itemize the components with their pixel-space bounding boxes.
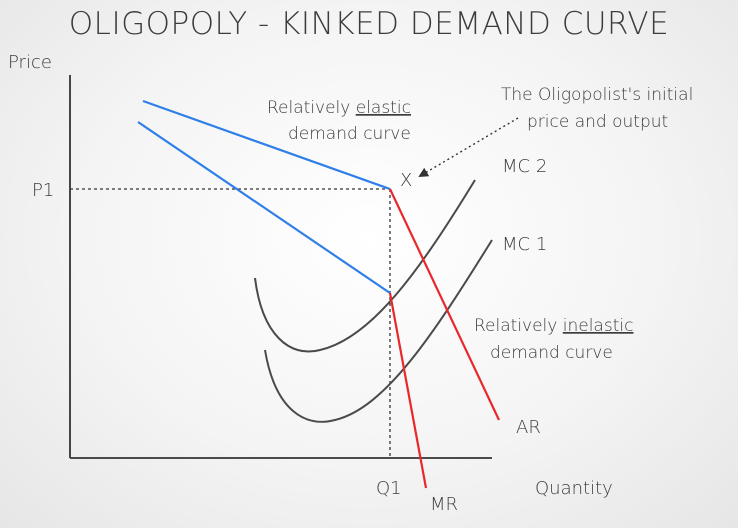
page-title: OLIGOPOLY - KINKED DEMAND CURVE (69, 6, 669, 42)
y-axis-label: Price (8, 52, 52, 73)
initial-point-arrow (418, 117, 519, 177)
kink-marker: X (400, 170, 412, 191)
mr-label: MR (430, 494, 458, 515)
mc2-curve (254, 179, 476, 353)
price-tick-p1: P1 (32, 180, 54, 201)
inelastic-demand-label-line2: demand curve (490, 343, 613, 363)
elastic-demand-label: Relatively elastic (267, 98, 411, 118)
x-axis-label: Quantity (535, 478, 613, 499)
quantity-tick-q1: Q1 (376, 478, 402, 499)
initial-price-output-label-line2: price and output (527, 112, 668, 132)
inelastic-ar-segment (389, 188, 500, 421)
initial-price-output-label: The Oligopolist's initial (501, 85, 693, 105)
mc1-label: MC 1 (502, 234, 547, 255)
inelastic-demand-label: Relatively inelastic (474, 316, 633, 336)
mc2-label: MC 2 (502, 156, 547, 177)
elastic-demand-label-line2: demand curve (288, 124, 411, 144)
inelastic-mr-segment (388, 292, 428, 489)
ar-label: AR (516, 417, 541, 438)
elastic-ar-segment (142, 99, 391, 191)
mc1-curve (264, 239, 493, 423)
elastic-mr-segment (137, 121, 391, 294)
